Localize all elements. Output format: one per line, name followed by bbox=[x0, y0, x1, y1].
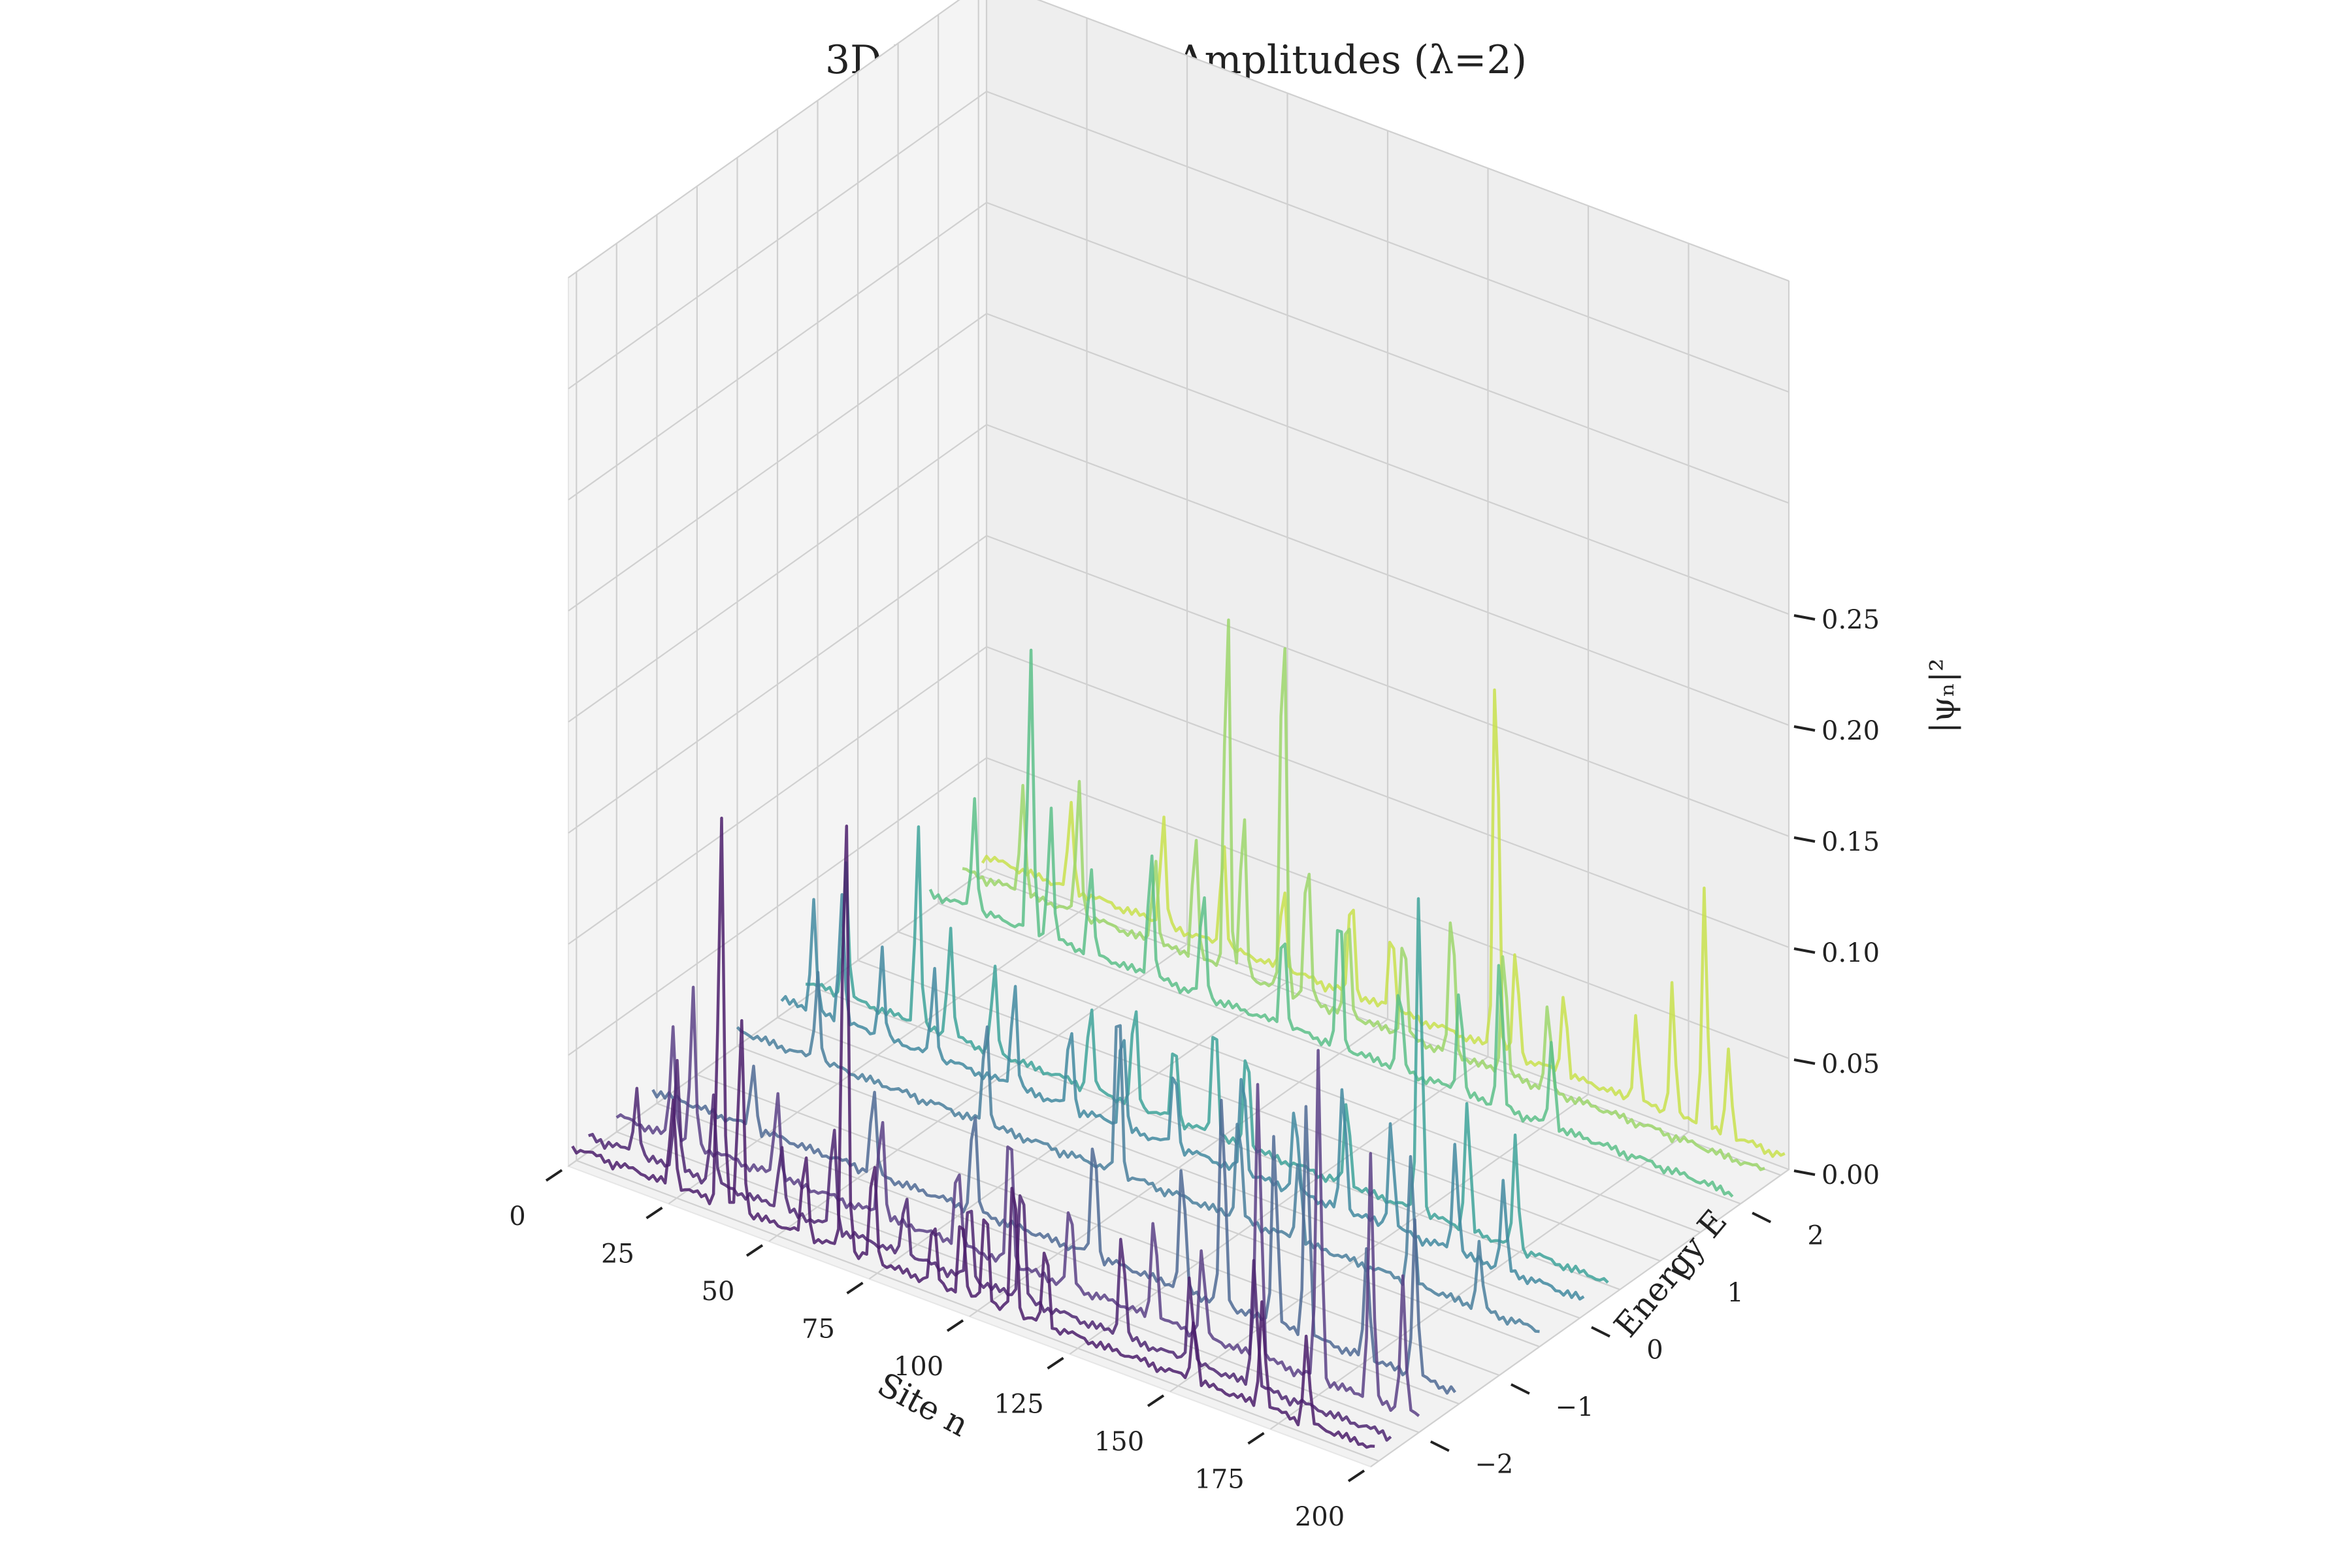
x-tick-label: 125 bbox=[994, 1390, 1043, 1420]
z-tick bbox=[1793, 725, 1816, 732]
z-axis-label: |ψₙ|² bbox=[1923, 659, 1961, 734]
grid-line-z bbox=[568, 534, 1789, 838]
x-tick bbox=[545, 1169, 563, 1182]
grid-line-z bbox=[568, 90, 1789, 393]
x-tick bbox=[946, 1319, 964, 1332]
x-tick-label: 75 bbox=[802, 1315, 835, 1345]
series-line bbox=[571, 816, 1375, 1449]
x-tick bbox=[645, 1206, 663, 1220]
series-line bbox=[736, 971, 1540, 1333]
grid-line-z bbox=[568, 868, 1789, 1171]
z-tick-label: 0.10 bbox=[1821, 938, 1880, 968]
z-tick bbox=[1793, 947, 1816, 954]
z-tick-label: 0.00 bbox=[1821, 1160, 1880, 1190]
x-tick-label: 150 bbox=[1094, 1427, 1144, 1457]
tick-marks: 0 25 50 75 100 125 150 175 200 −2 −1 0 1 2 0.00 0.05 0.1… bbox=[509, 605, 1880, 1532]
x-tick-label: 50 bbox=[702, 1277, 735, 1307]
y-tick bbox=[1429, 1440, 1450, 1452]
series-layer bbox=[571, 618, 1786, 1449]
y-tick bbox=[1752, 1211, 1772, 1224]
z-tick-label: 0.20 bbox=[1821, 716, 1880, 746]
grid-line-z bbox=[568, 645, 1789, 949]
x-tick bbox=[1047, 1356, 1064, 1370]
grid-line-z bbox=[568, 0, 1789, 282]
y-tick-label: 0 bbox=[1646, 1335, 1663, 1365]
series-line bbox=[981, 688, 1786, 1158]
x-tick-label: 0 bbox=[509, 1201, 525, 1232]
x-tick bbox=[1247, 1431, 1265, 1445]
grid-line-z bbox=[568, 757, 1789, 1060]
x-tick bbox=[846, 1281, 864, 1295]
z-tick bbox=[1793, 1169, 1816, 1176]
y-tick-label: −1 bbox=[1555, 1392, 1593, 1422]
z-tick bbox=[1793, 836, 1816, 843]
x-tick-label: 200 bbox=[1295, 1502, 1345, 1532]
y-tick-label: 1 bbox=[1727, 1278, 1743, 1308]
z-tick-label: 0.15 bbox=[1821, 827, 1880, 857]
y-tick-label: 2 bbox=[1807, 1221, 1823, 1251]
x-tick bbox=[1347, 1469, 1365, 1482]
series-line bbox=[962, 618, 1765, 1171]
grid-line-z bbox=[568, 312, 1789, 615]
y-tick-label: −2 bbox=[1475, 1450, 1513, 1480]
x-tick-label: 175 bbox=[1194, 1465, 1244, 1495]
grid-line-z bbox=[568, 201, 1789, 504]
series-line bbox=[780, 893, 1585, 1301]
y-tick bbox=[1511, 1383, 1530, 1395]
x-tick bbox=[1147, 1394, 1165, 1407]
grid-line-z bbox=[568, 423, 1789, 727]
z-tick-label: 0.05 bbox=[1821, 1049, 1880, 1079]
z-tick-label: 0.25 bbox=[1821, 605, 1880, 635]
series-line bbox=[928, 648, 1734, 1198]
x-tick-label: 100 bbox=[894, 1352, 943, 1382]
y-tick bbox=[1671, 1269, 1691, 1281]
z-tick bbox=[1793, 1058, 1816, 1065]
x-tick bbox=[745, 1244, 764, 1257]
x-tick-label: 25 bbox=[601, 1239, 634, 1269]
y-tick bbox=[1591, 1326, 1610, 1338]
z-tick bbox=[1793, 614, 1816, 621]
series-line bbox=[651, 1064, 1457, 1395]
